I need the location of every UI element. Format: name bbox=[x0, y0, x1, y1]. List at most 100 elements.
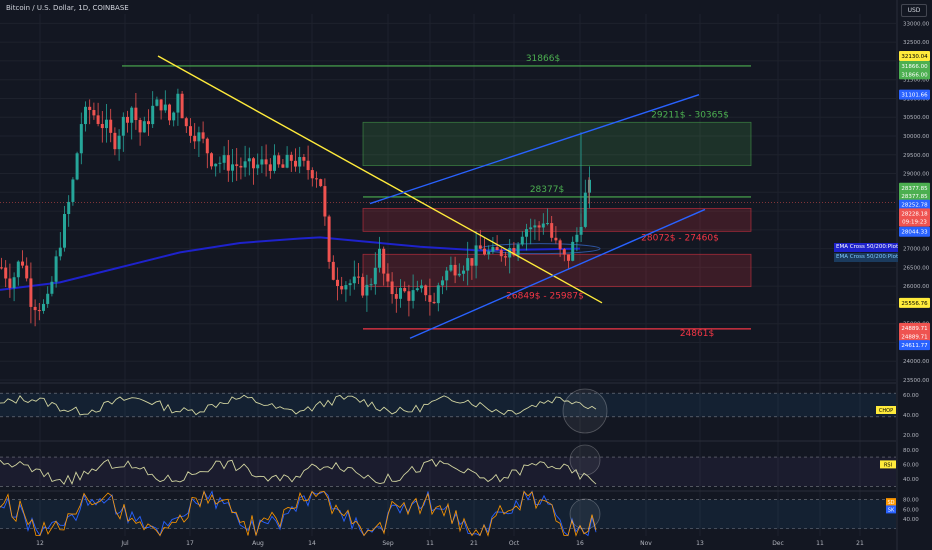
candle-body bbox=[205, 138, 209, 154]
candle-body bbox=[252, 158, 255, 169]
price-tag bbox=[899, 182, 930, 193]
candle-body bbox=[546, 223, 549, 225]
candle-body bbox=[436, 285, 440, 304]
candle-body bbox=[96, 115, 100, 124]
price-tick-label: 29000.00 bbox=[903, 172, 930, 178]
candle-body bbox=[415, 288, 419, 291]
candle-body bbox=[8, 278, 12, 288]
candle-body bbox=[151, 105, 155, 125]
candle-body bbox=[218, 162, 222, 164]
candle-body bbox=[562, 249, 566, 255]
time-tick-label: Sep bbox=[382, 540, 394, 547]
candle-body bbox=[390, 281, 394, 295]
candle-body bbox=[247, 158, 251, 162]
candle-body bbox=[16, 261, 20, 278]
candle-body bbox=[113, 132, 117, 150]
candle-body bbox=[92, 110, 96, 116]
highlight-circle bbox=[569, 498, 601, 530]
candle-body bbox=[483, 248, 486, 255]
candle-body bbox=[84, 106, 87, 125]
time-tick-label: 11 bbox=[426, 540, 434, 547]
candle-body bbox=[58, 247, 62, 257]
candle-body bbox=[25, 265, 29, 279]
time-tick-label: 17 bbox=[186, 540, 194, 547]
zone-label: 26849$ - 25987$ bbox=[506, 292, 584, 302]
candle-body bbox=[520, 236, 524, 245]
candle-body bbox=[294, 160, 297, 167]
oscillator-line bbox=[0, 490, 597, 537]
candle-body bbox=[533, 225, 537, 228]
candle-body bbox=[525, 229, 528, 237]
level-label: 31866$ bbox=[526, 54, 560, 64]
candle-body bbox=[163, 104, 167, 111]
candle-body bbox=[331, 261, 335, 280]
candle-body bbox=[470, 258, 474, 266]
candle-body bbox=[567, 254, 570, 261]
candle-body bbox=[67, 201, 71, 215]
candle-body bbox=[504, 256, 507, 258]
candle-body bbox=[46, 293, 50, 304]
pane-badge bbox=[876, 406, 896, 414]
blue-channel-lower bbox=[409, 208, 706, 339]
candle-body bbox=[243, 161, 247, 168]
ema-200-line bbox=[0, 236, 581, 291]
candle-body bbox=[382, 248, 386, 274]
price-tag-label: 31866.00 bbox=[901, 72, 928, 78]
candle-body bbox=[180, 93, 184, 119]
price-tag bbox=[899, 340, 930, 351]
price-tag bbox=[899, 297, 930, 308]
candle-body bbox=[403, 287, 407, 292]
candle-body bbox=[260, 159, 264, 165]
indicator-panes: 60.00 40.00 20.00 CHOP 80.00 60.00 40.00 RSI 80.… bbox=[0, 382, 919, 537]
candle-body bbox=[222, 155, 226, 163]
candle-body bbox=[147, 121, 150, 125]
pane-band bbox=[0, 393, 896, 417]
price-tag-label: 09:19:23 bbox=[902, 220, 927, 226]
candle-body bbox=[327, 216, 331, 262]
candle-body bbox=[277, 155, 281, 165]
candle-body bbox=[319, 179, 323, 187]
level-label: 24861$ bbox=[680, 329, 714, 339]
candle-body bbox=[466, 258, 470, 271]
candle-body bbox=[373, 267, 377, 285]
price-tick-label: 31500.00 bbox=[903, 78, 930, 84]
pane-badge bbox=[886, 498, 896, 507]
oscillator-line bbox=[0, 394, 597, 416]
highlight-circle bbox=[569, 444, 601, 476]
currency-badge[interactable]: USD bbox=[901, 4, 927, 17]
pane-tick-label: 20.00 bbox=[903, 433, 919, 439]
candle-body bbox=[235, 164, 239, 166]
price-tag-label: 25556.76 bbox=[901, 301, 928, 307]
candle-body bbox=[550, 223, 554, 238]
candle-body bbox=[12, 277, 16, 288]
pane-tick-label: 60.00 bbox=[903, 507, 919, 513]
candle-body bbox=[37, 310, 41, 312]
zone-label: 28072$ - 27460$ bbox=[641, 233, 719, 243]
candle-body bbox=[231, 164, 234, 171]
candle-body bbox=[348, 283, 352, 286]
candle-body bbox=[420, 285, 423, 289]
price-tick-label: 26000.00 bbox=[903, 284, 930, 290]
candle-body bbox=[71, 179, 75, 202]
price-tag-label: 28377.85 bbox=[901, 194, 928, 200]
price-tag bbox=[899, 208, 930, 219]
candle-body bbox=[315, 178, 318, 180]
pane-tick-label: 80.00 bbox=[903, 448, 919, 454]
symbol-title[interactable]: Bitcoin / U.S. Dollar, 1D, COINBASE bbox=[6, 4, 129, 12]
price-tick-label: 29500.00 bbox=[903, 153, 930, 159]
candle-body bbox=[462, 270, 465, 274]
candles bbox=[0, 88, 591, 327]
price-tick-label: 23500.00 bbox=[903, 378, 930, 384]
candle-body bbox=[134, 107, 138, 121]
price-tick-label: 26500.00 bbox=[903, 265, 930, 271]
candle-body bbox=[441, 280, 444, 286]
time-axis[interactable]: 12 Jul 17 Aug 14 Sep 11 21 Oct 16 Nov 13 Dec 11 21 bbox=[36, 540, 864, 547]
candle-body bbox=[499, 250, 503, 257]
time-tick-label: 11 bbox=[816, 540, 824, 547]
price-tick-label: 24000.00 bbox=[903, 359, 930, 365]
ema-legend-2: EMA Cross 50/200:Plot bbox=[834, 253, 898, 262]
candle-body bbox=[399, 287, 402, 299]
time-tick-label: 16 bbox=[576, 540, 584, 547]
oscillator-line bbox=[0, 458, 597, 485]
